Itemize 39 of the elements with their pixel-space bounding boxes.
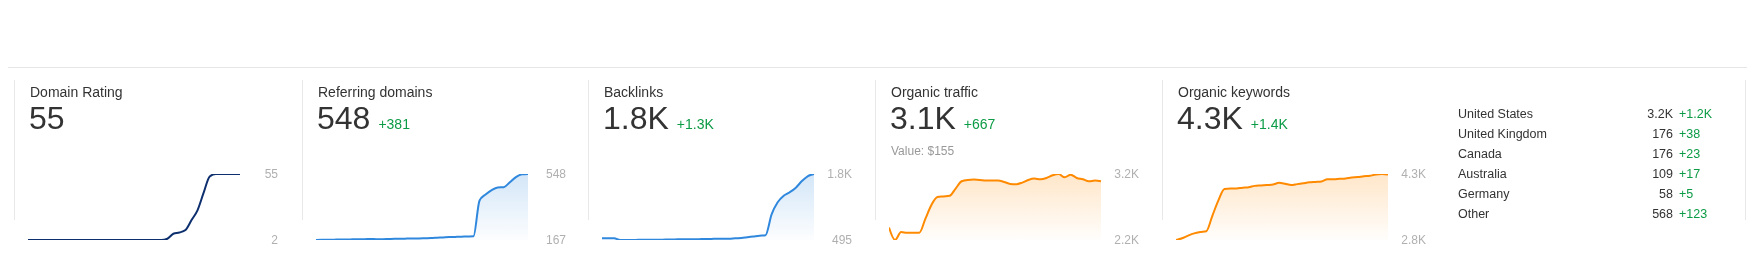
line-series [28,174,241,240]
text: Value: $155 [891,144,955,158]
chart-title: Organic keywords [1178,84,1291,100]
y-tick-label: 2.2K [1114,233,1139,248]
chart-subtitle: 548 [317,100,371,136]
chart-title: Domain Rating [30,84,123,100]
data-label: +123 [1678,207,1709,221]
chart-subtitle: 3.1K [890,100,956,136]
data-label: 3.2K [1646,107,1673,121]
text: +1.4K [1250,116,1288,132]
chart-title: Organic traffic [891,84,978,100]
category-label: Other [1458,207,1491,221]
y-tick-label: 495 [831,233,853,248]
y-tick-label: 167 [545,233,567,248]
category-label: Australia [1458,167,1508,181]
chart-subtitle: 55 [29,100,65,136]
data-label: 58 [1658,187,1673,201]
text: +1.3K [676,116,714,132]
data-label: 568 [1651,207,1673,221]
text: +667 [963,116,996,132]
data-label: +38 [1678,127,1702,141]
text: +381 [378,116,410,132]
data-label: +23 [1678,147,1702,161]
chart-subtitle: 1.8K [603,100,669,136]
data-label: 176 [1651,127,1673,141]
chart-title: Referring domains [318,84,433,100]
data-label: 176 [1651,147,1673,161]
data-label: +1.2K [1678,107,1713,121]
chart-title: Backlinks [604,84,664,100]
chart-subtitle: 4.3K [1177,100,1243,136]
data-label: 109 [1651,167,1673,181]
y-tick-label: 2.8K [1401,233,1426,248]
category-label: Germany [1458,187,1511,201]
category-label: United Kingdom [1458,127,1548,141]
data-label: +17 [1678,167,1702,181]
category-label: United States [1458,107,1535,121]
data-label: +5 [1678,187,1695,201]
y-tick-label: 2 [271,233,279,248]
category-label: Canada [1458,147,1503,161]
